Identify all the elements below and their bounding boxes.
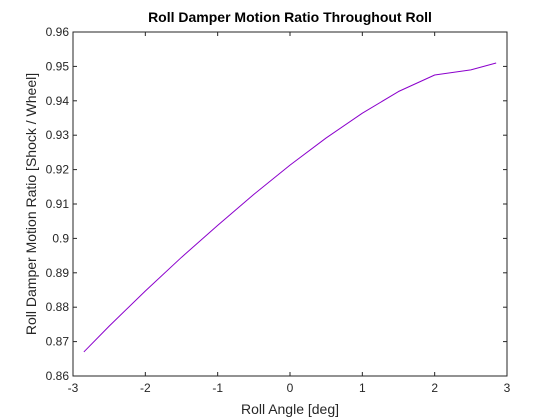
x-tick-label: -3 xyxy=(68,381,79,395)
y-tick-label: 0.9 xyxy=(52,231,69,245)
x-tick-label: 2 xyxy=(431,381,438,395)
y-tick-label: 0.94 xyxy=(46,94,70,108)
x-tick-label: 1 xyxy=(359,381,366,395)
ticks-layer: -3 -2 -1 0 1 2 3 0.86 0.87 0.88 0.89 0.9 0.91 0.92 0.9… xyxy=(46,25,511,395)
series-layer xyxy=(83,62,497,353)
x-tick-label: 0 xyxy=(287,381,294,395)
y-axis-label: Roll Damper Motion Ratio [Shock / Wheel] xyxy=(23,73,39,335)
y-tick-label: 0.96 xyxy=(46,25,70,39)
y-tick-label: 0.87 xyxy=(46,335,70,349)
plot-frame xyxy=(72,31,508,377)
x-axis-label: Roll Angle [deg] xyxy=(241,401,339,417)
series-line-0 xyxy=(83,62,497,353)
x-tick-label: -2 xyxy=(140,381,151,395)
y-tick-label: 0.91 xyxy=(46,197,70,211)
y-tick-label: 0.86 xyxy=(46,369,70,383)
x-tick-label: -1 xyxy=(212,381,223,395)
y-tick-label: 0.88 xyxy=(46,300,70,314)
y-tick-label: 0.95 xyxy=(46,59,70,73)
y-tick-label: 0.93 xyxy=(46,128,70,142)
chart-title: Roll Damper Motion Ratio Throughout Roll xyxy=(148,9,432,25)
y-tick-label: 0.92 xyxy=(46,163,70,177)
x-tick-label: 3 xyxy=(504,381,511,395)
plot-area xyxy=(73,32,507,376)
y-tick-label: 0.89 xyxy=(46,266,70,280)
